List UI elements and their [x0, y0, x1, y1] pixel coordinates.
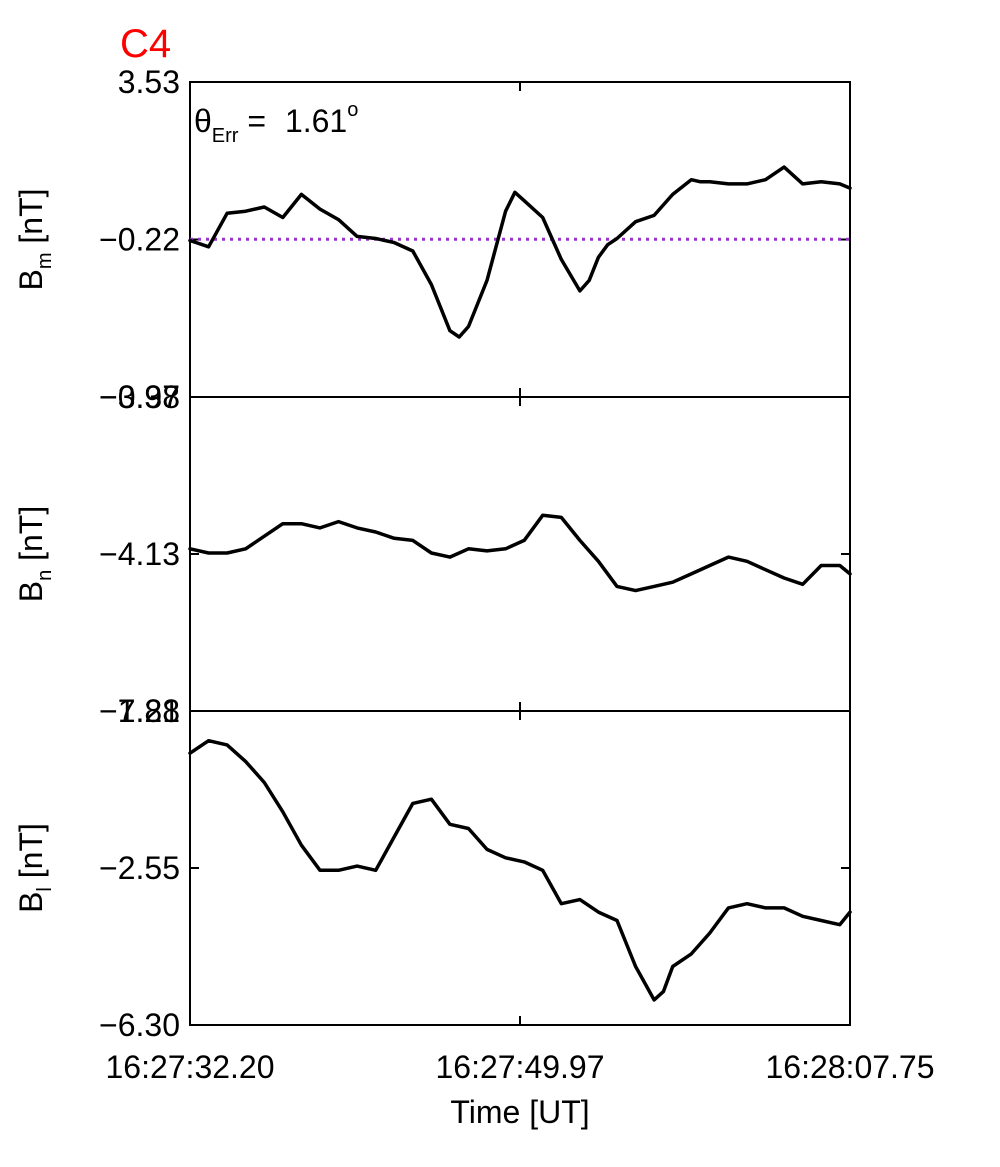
panel-1-series-line — [188, 513, 852, 593]
panels: 3.53 −0.22 −3.98 Bm [nT] −0.37 −4.13 −7.88 Bn [… — [13, 64, 852, 1043]
equals-sign: = — [238, 103, 274, 139]
panel-2-series-line — [188, 738, 852, 1002]
panel-1-y-tick-label-2: −7.88 — [99, 693, 180, 729]
panel-0: 3.53 −0.22 −3.98 Bm [nT] — [13, 64, 852, 415]
panel-0-y-tick-label-0: 3.53 — [118, 64, 180, 100]
panel-2-y-label-subscript: l — [34, 887, 56, 891]
theta-subscript: Err — [212, 125, 239, 147]
theta-value: 1.61 — [285, 103, 347, 139]
panel-2-y-label-unit: [nT] — [13, 823, 49, 887]
panel-2-y-tick-label-0: 1.21 — [118, 693, 180, 729]
panel-0-series-line — [188, 165, 852, 339]
panel-0-y-axis-label: Bm [nT] — [13, 188, 56, 290]
panel-0-y-label-main: B — [13, 269, 49, 290]
theta-error-annotation: θErr = 1.61o — [194, 99, 358, 147]
panel-1-frame — [189, 396, 851, 712]
panel-0-y-label-subscript: m — [34, 253, 56, 270]
figure-title: C4 — [120, 22, 171, 66]
panel-0-y-tick-label-1: −0.22 — [99, 222, 180, 258]
x-tick-label-1: 16:27:49.97 — [435, 1049, 604, 1085]
panel-2-y-tick-label-1: −2.55 — [99, 850, 180, 886]
panel-0-y-label-unit: [nT] — [13, 188, 49, 252]
panel-1-y-tick-label-0: −0.37 — [99, 379, 180, 415]
panel-1-y-tick-label-1: −4.13 — [99, 536, 180, 572]
panel-2-y-tick-label-2: −6.30 — [99, 1007, 180, 1043]
panel-1-y-label-subscript: n — [34, 570, 56, 581]
x-axis-label: Time [UT] — [450, 1094, 589, 1130]
degree-symbol: o — [347, 99, 358, 121]
panel-2-frame — [189, 710, 851, 1026]
panel-1-y-axis-label: Bn [nT] — [13, 506, 56, 602]
panel-1-y-label-main: B — [13, 581, 49, 602]
x-tick-label-0: 16:27:32.20 — [105, 1049, 274, 1085]
x-tick-label-2: 16:28:07.75 — [765, 1049, 934, 1085]
panel-2: 1.21 −2.55 −6.30 Bl [nT] — [13, 693, 852, 1043]
panel-2-y-axis-label: Bl [nT] — [13, 823, 56, 913]
panel-1-y-label-unit: [nT] — [13, 506, 49, 570]
panel-0-y-tick-label-2: −3.98 — [99, 379, 180, 415]
panel-1: −0.37 −4.13 −7.88 Bn [nT] — [13, 379, 852, 729]
theta-symbol: θ — [194, 103, 212, 139]
panel-2-y-label-main: B — [13, 892, 49, 913]
